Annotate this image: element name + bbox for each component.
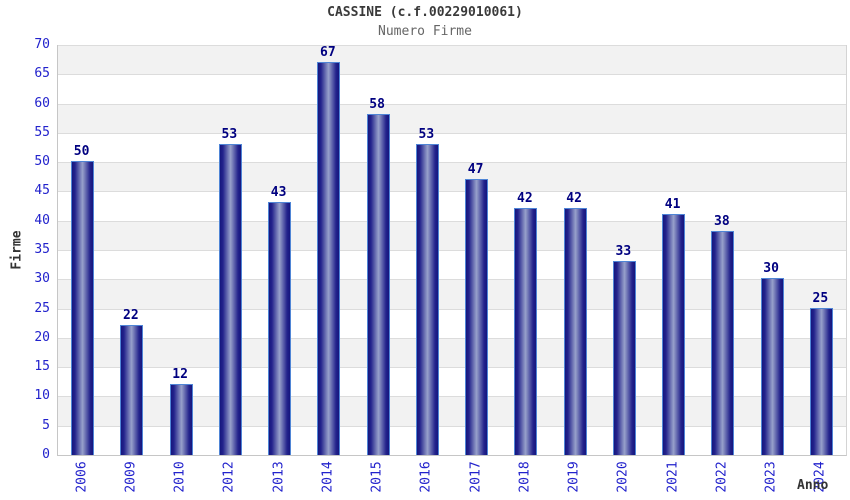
x-tick-label: 2020 [615,461,631,493]
y-tick-label: 35 [34,242,50,257]
bar-value-label: 12 [172,367,188,382]
y-tick-label: 45 [34,183,50,199]
bar-2016 [415,144,439,455]
bar-2006 [71,161,95,455]
y-tick-label: 0 [42,447,50,462]
bar-value-label: 47 [467,162,484,177]
x-tick-label: 2022 [714,461,730,493]
bar-2017 [465,179,489,455]
plot-band [58,191,846,221]
bar-2014 [317,62,341,455]
bar-2013 [268,202,292,455]
bar-value-label: 50 [73,144,90,159]
chart-title: CASSINE (c.f.00229010061) [327,5,523,20]
bar-2022 [711,231,735,455]
bar-value-label: 53 [221,127,238,142]
chart-subtitle: Numero Firme [378,24,472,39]
y-tick-label: 25 [34,300,50,316]
x-tick-label: 2021 [665,461,681,493]
bar-2019 [563,208,587,455]
x-tick-label: 2006 [74,461,90,493]
x-tick-label: 2017 [468,461,484,493]
x-tick-label: 2018 [517,461,533,493]
bar-value-label: 67 [320,45,336,60]
y-tick-label: 60 [34,95,50,111]
y-tick-label: 5 [42,417,50,433]
bar-value-label: 41 [664,197,681,212]
gridline [58,220,846,222]
bar-2010 [169,384,193,455]
x-tick-label: 2010 [172,461,188,493]
x-axis-label: Anno [797,478,829,493]
y-tick-label: 40 [34,212,50,228]
y-tick-label: 10 [34,388,50,404]
bar-2018 [514,208,538,455]
y-tick-label: 55 [34,124,50,140]
x-tick-label: 2015 [369,461,385,493]
bar-value-label: 38 [714,214,730,229]
y-tick-label: 20 [34,329,50,345]
bar-value-label: 33 [615,244,632,259]
plot-band [58,103,846,133]
gridline [58,367,846,369]
y-tick-label: 70 [34,37,50,52]
gridline [58,45,846,46]
bar-2020 [612,261,636,455]
bar-2015 [366,114,390,455]
gridline [58,279,846,281]
gridline [58,250,846,251]
gridline [58,103,846,105]
y-tick-label: 65 [34,66,50,82]
bar-value-label: 42 [566,191,582,206]
gridline [58,74,846,76]
x-tick-label: 2019 [566,461,582,493]
gridline [58,396,846,398]
y-tick-label: 15 [34,359,50,375]
bar-value-label: 25 [812,291,829,306]
x-tick-label: 2013 [271,461,287,493]
gridline [58,191,846,193]
plot-area [57,45,847,456]
gridline [58,425,846,427]
bar-2012 [218,144,242,455]
y-tick-label: 50 [34,154,50,170]
x-tick-label: 2016 [418,461,434,493]
bar-2021 [662,214,686,455]
gridline [58,308,846,310]
bar-value-label: 58 [369,97,385,112]
bar-value-label: 43 [270,185,287,200]
bar-2023 [760,278,784,455]
y-tick-label: 30 [34,271,50,287]
bar-2024 [809,308,833,455]
x-tick-label: 2009 [123,461,139,493]
bar-value-label: 53 [418,127,435,142]
bar-value-label: 42 [517,191,533,206]
x-tick-label: 2012 [221,461,237,493]
bar-value-label: 30 [763,261,779,276]
gridline [58,337,846,339]
gridline [58,162,846,164]
plot-band [58,45,846,75]
bar-2009 [120,325,144,455]
x-tick-label: 2023 [763,461,779,493]
x-tick-label: 2014 [320,461,336,493]
bar-value-label: 22 [123,308,139,323]
gridline [58,132,846,134]
plot-band [58,132,846,163]
plot-band [58,162,846,192]
plot-band [58,74,846,104]
